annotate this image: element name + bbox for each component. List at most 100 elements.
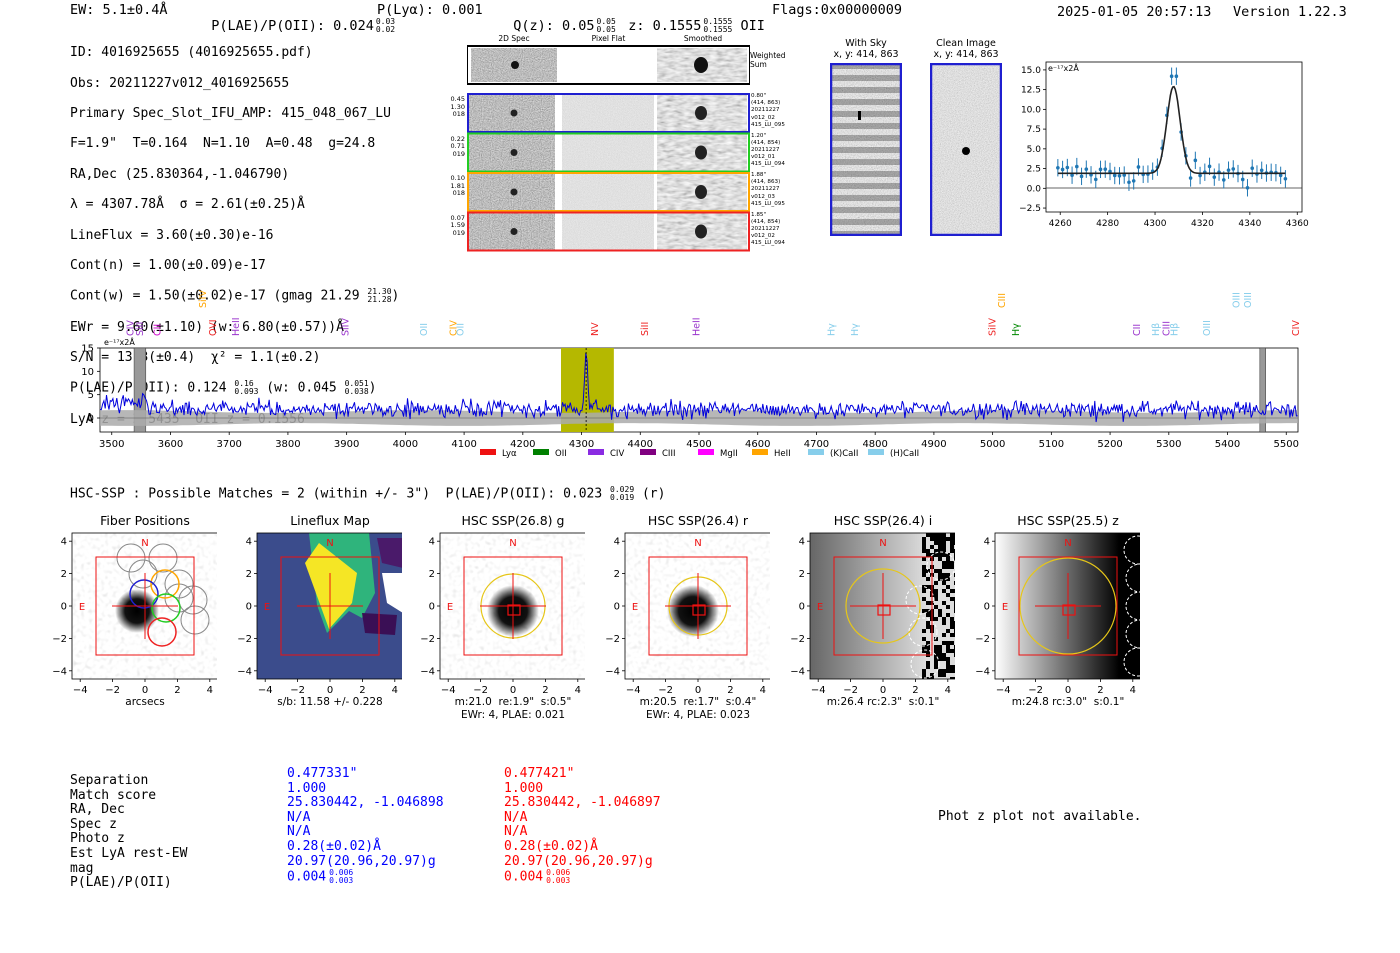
hsc-ytick-1-0: −4 (237, 666, 252, 677)
header-plae-lo: 0.02 (375, 25, 396, 34)
line-fit-point (1283, 176, 1288, 181)
fiber-circle (116, 543, 146, 573)
hsc-i-noise (922, 645, 926, 649)
hsc-ytick-5-1: −2 (975, 634, 990, 645)
hsc-aperture-5 (1019, 557, 1117, 655)
hsc-panel-5: N E −4 −4 −2 −2 0 0 2 2 4 4 (975, 532, 1140, 696)
line-fit-xtick-0: 4260 (1049, 219, 1072, 229)
header-z-hi: 0.1555 (703, 17, 733, 26)
line-fit-plot: e⁻¹⁷x2Å 15.0 12.5 10.0 7.5 5.0 2.5 0.0 −2.5 426… (1019, 61, 1309, 229)
match-label-1: Match score (70, 787, 157, 803)
hsc-i-noise (950, 665, 954, 669)
hsc-i-noise (942, 541, 946, 545)
cutout-row-right-3-line-4: 415_LU_094 (751, 240, 785, 247)
line-fit-ytick-5: 2.5 (1027, 165, 1041, 175)
cutout-row-right-0-line-4: 415_LU_095 (751, 121, 785, 128)
hsc-ytick-3-0: −4 (605, 666, 620, 677)
spectrum-ytick-2: 5 (88, 390, 94, 401)
match-label-7: P(LAE)/P(OII) (70, 875, 172, 891)
spectrum-line-label-7: OII (419, 323, 430, 336)
hsc-i-noise (946, 537, 950, 541)
hsc-i-noise (926, 649, 930, 653)
line-fit-point (1079, 174, 1084, 179)
hsc-i-noise (938, 537, 942, 541)
cutout-row-left-1: 0.22 0.71 019 (445, 135, 465, 159)
line-fit-point (1065, 165, 1070, 170)
hsc-i-noise (934, 549, 938, 553)
cutouts-graphic (467, 45, 750, 252)
line-fit-ytick-2: 10.0 (1021, 105, 1041, 115)
cutout-row-left-0-line-2: 018 (452, 110, 465, 118)
hsc-xtick-0-2: 0 (142, 685, 148, 696)
cutout-smoothed-source-1 (695, 145, 707, 160)
hsc-i-noise (938, 613, 942, 617)
spectrum-xtick-2: 3700 (216, 439, 241, 450)
hsc-east-5: E (1002, 602, 1008, 613)
hsc-i-noise (954, 665, 955, 669)
line-fit-point (1060, 167, 1065, 172)
fiber-circle-green (151, 593, 181, 623)
cutout-row-right-3-line-0: 1.85" (751, 211, 767, 218)
spectrum-legend-swatch-3 (640, 449, 656, 455)
spectrum-line-label-4: OVI (208, 319, 219, 336)
hsc-i-noise (942, 601, 946, 605)
spectrum-line-label-16: CIII (997, 293, 1008, 308)
hsc-i-noise (938, 549, 942, 553)
hsc-i-noise (942, 641, 946, 645)
info-plae-lo: 0.093 (234, 387, 259, 397)
hsc-xtick-1-1: −2 (290, 685, 305, 696)
hsc-i-noise (942, 589, 946, 593)
line-fit-xtick-5: 4360 (1286, 219, 1309, 229)
spectrum-line-label-22: OIII (1202, 320, 1213, 336)
spectrum-legend-swatch-5 (752, 449, 768, 455)
spectrum-xtick-5: 4000 (393, 439, 418, 450)
spectrum-legend-swatch-7 (868, 449, 884, 455)
lineflux-map-peak (305, 543, 357, 629)
header-z: z: 0.1555 0.1555 0.1555 OII (612, 2, 765, 35)
hsc-i-noise (934, 605, 938, 609)
hsc-ytick-0-4: 4 (61, 537, 67, 548)
spectrum-xtick-8: 4300 (569, 439, 594, 450)
hsc-ytick-5-4: 4 (984, 537, 990, 548)
hsc-i-noise (954, 581, 955, 585)
spectrum-xtick-9: 4400 (628, 439, 653, 450)
line-fit-point (1169, 74, 1174, 79)
info-primary: Primary Spec_Slot_IFU_AMP: 415_048_067_L… (70, 106, 391, 122)
clean-image-title: Clean Image x, y: 414, 863 (928, 38, 1004, 60)
hsc-i-noise (954, 609, 955, 613)
hsc-i-noise (954, 605, 955, 609)
line-fit-frame (1045, 61, 1303, 213)
line-fit-xtick-4: 4340 (1238, 219, 1261, 229)
hsc-xtick-3-3: 2 (727, 685, 733, 696)
with-sky-image (830, 63, 902, 236)
with-sky-coords: x, y: 414, 863 (833, 49, 899, 60)
header-qz-lo: 0.05 (596, 25, 616, 34)
hsc-xtick-2-2: 0 (510, 685, 516, 696)
spectrum-xtick-16: 5100 (1039, 439, 1064, 450)
match-red-row-4: N/A (504, 824, 528, 840)
hsc-i-noise (938, 553, 942, 557)
hsc-i-noise (938, 657, 942, 661)
cutout-smoothed-source-0 (695, 106, 707, 120)
spectrum-legend-label-0: Lyα (502, 449, 517, 459)
line-fit-xtick-1: 4280 (1096, 219, 1119, 229)
header-ew: EW: 5.1±0.4Å (70, 2, 168, 18)
hsc-i-noise (926, 613, 930, 617)
spectrum-line-label-1: SiII (135, 322, 146, 336)
spectrum-legend-label-3: CIII (662, 449, 675, 459)
info-plae: P(LAE)/P(OII): 0.124 0.16 0.093 (w: 0.045… (70, 379, 377, 397)
spectrum-line-label-24: OIII (1243, 292, 1254, 308)
hsc-i-noise (946, 657, 950, 661)
photz-note: Phot z plot not available. (938, 809, 1142, 824)
match-blue-row-5: 0.28(±0.02)Å (287, 838, 381, 854)
lineflux-map-empty (382, 573, 402, 613)
info-contn: Cont(n) = 1.00(±0.09)e-17 (70, 258, 266, 274)
line-fit-point (1070, 173, 1074, 178)
hsc-center-box-5 (1062, 604, 1076, 616)
hsc-i-noise (950, 617, 954, 621)
hsc-panel-caption-line1-5: m:24.8 rc:3.0" s:0.1" (1011, 696, 1125, 708)
hsc-panel-caption-3: m:20.5 re:1.7" s:0.4" EWr: 4, PLAE: 0.023 (610, 696, 786, 722)
cutout-header-smoothed: Smoothed (683, 34, 723, 43)
hsc-panel-title-4: HSC SSP(26.4) i (833, 513, 933, 528)
